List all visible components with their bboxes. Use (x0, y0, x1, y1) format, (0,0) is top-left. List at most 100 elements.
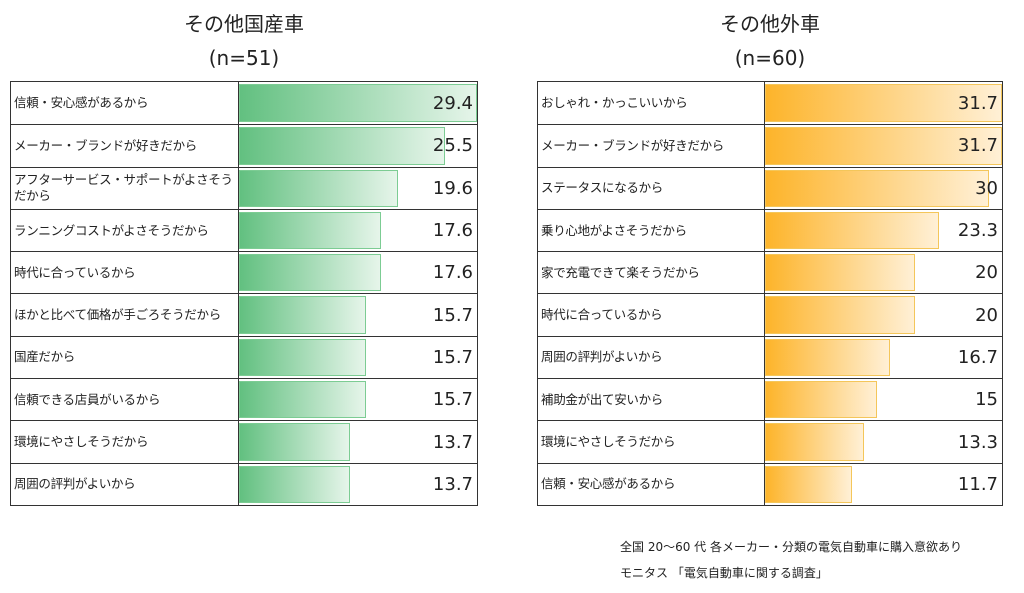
data-label: 30 (975, 177, 998, 199)
bar-cell: 15.7 (239, 379, 477, 420)
table-row: 補助金が出て安いから 15 (538, 378, 1002, 421)
category-label: 家で充電できて楽そうだから (538, 252, 765, 294)
category-label: 周囲の評判がよいから (11, 463, 239, 505)
table-row: 時代に合っているから 17.6 (11, 251, 477, 294)
data-label: 20 (975, 262, 998, 284)
table-row: アフターサービス・サポートがよさそうだから 19.6 (11, 166, 477, 209)
category-label: メーカー・ブランドが好きだから (538, 125, 765, 167)
chart-title: その他外車 (720, 12, 820, 36)
source-note-2: モニタス 「電気自動車に関する調査」 (620, 566, 828, 580)
data-label: 15 (975, 389, 998, 411)
category-label: アフターサービス・サポートがよさそうだから (11, 167, 239, 209)
bar (765, 169, 990, 207)
category-label: 周囲の評判がよいから (538, 336, 765, 379)
bar-table: 信頼・安心感があるから 29.4 メーカー・ブランドが好きだから 25.5 アフターサー… (10, 81, 478, 506)
data-label: 13.3 (957, 431, 998, 453)
bar-cell: 15.7 (239, 337, 477, 378)
data-label: 13.7 (432, 431, 473, 453)
table-row: ステータスになるから 30 (538, 166, 1002, 209)
bar-cell: 25.5 (239, 125, 477, 166)
bar-cell: 30 (765, 168, 1002, 209)
bar-cell: 20 (765, 294, 1002, 335)
data-label: 17.6 (432, 220, 473, 242)
category-label: 環境にやさしそうだから (538, 421, 765, 463)
bar (239, 127, 446, 165)
chart-subtitle: (n=51) (208, 46, 280, 70)
bar (765, 296, 915, 334)
bar-cell: 31.7 (765, 82, 1002, 124)
bar-cell: 23.3 (765, 210, 1002, 251)
chart-subtitle: (n=60) (734, 46, 806, 70)
bar-table: おしゃれ・かっこいいから 31.7 メーカー・ブランドが好きだから 31.7 ステータス… (537, 81, 1003, 506)
bar (765, 423, 865, 461)
data-label: 23.3 (957, 220, 998, 242)
data-label: 16.7 (957, 346, 998, 368)
table-row: 周囲の評判がよいから 13.7 (11, 462, 477, 505)
chart-domestic-other: その他国産車 (n=51) 信頼・安心感があるから 29.4 メーカー・ブランドが好… (10, 0, 478, 506)
table-row: メーカー・ブランドが好きだから 31.7 (538, 124, 1002, 167)
category-label: ランニングコストがよさそうだから (11, 209, 239, 252)
table-row: 周囲の評判がよいから 16.7 (538, 335, 1002, 379)
table-row: 信頼できる店員がいるから 15.7 (11, 378, 477, 421)
bar (765, 211, 940, 250)
bar-cell: 15.7 (239, 294, 477, 335)
table-row: 国産だから 15.7 (11, 335, 477, 379)
bar-cell: 13.7 (239, 464, 477, 505)
table-row: 時代に合っているから 20 (538, 293, 1002, 336)
category-label: 信頼・安心感があるから (538, 463, 765, 505)
bar (239, 465, 350, 503)
chart-foreign-other: その他外車 (n=60) おしゃれ・かっこいいから 31.7 メーカー・ブランドが好… (537, 0, 1003, 506)
source-note-1: 全国 20～60 代 各メーカー・分類の電気自動車に購入意欲あり (620, 540, 962, 554)
category-label: 乗り心地がよさそうだから (538, 209, 765, 252)
table-row: 家で充電できて楽そうだから 20 (538, 251, 1002, 294)
category-label: 補助金が出て安いから (538, 379, 765, 421)
bar (239, 84, 477, 123)
bar-cell: 17.6 (239, 252, 477, 293)
bar (239, 423, 350, 461)
category-label: 環境にやさしそうだから (11, 421, 239, 463)
data-label: 15.7 (432, 304, 473, 326)
data-label: 20 (975, 304, 998, 326)
category-label: 信頼できる店員がいるから (11, 379, 239, 421)
bar (765, 381, 878, 419)
bar-cell: 15 (765, 379, 1002, 420)
bar-cell: 17.6 (239, 210, 477, 251)
bar-cell: 20 (765, 252, 1002, 293)
table-row: おしゃれ・かっこいいから 31.7 (538, 82, 1002, 125)
category-label: 時代に合っているから (538, 294, 765, 336)
bar (239, 254, 382, 292)
bar-cell: 19.6 (239, 168, 477, 209)
data-label: 11.7 (957, 473, 998, 495)
bar-cell: 13.3 (765, 421, 1002, 462)
category-label: メーカー・ブランドが好きだから (11, 125, 239, 167)
table-row: 環境にやさしそうだから 13.3 (538, 420, 1002, 463)
category-label: 国産だから (11, 336, 239, 379)
bar (765, 465, 853, 503)
bar (239, 381, 367, 419)
table-row: ほかと比べて価格が手ごろそうだから 15.7 (11, 293, 477, 336)
bar-cell: 11.7 (765, 464, 1002, 505)
table-row: ランニングコストがよさそうだから 17.6 (11, 208, 477, 252)
bar (239, 338, 367, 377)
chart-title: その他国産車 (184, 12, 304, 36)
bar (765, 127, 1002, 165)
bar (765, 254, 915, 292)
table-row: 信頼・安心感があるから 29.4 (11, 82, 477, 125)
category-label: 信頼・安心感があるから (11, 82, 239, 125)
category-label: 時代に合っているから (11, 252, 239, 294)
category-label: ほかと比べて価格が手ごろそうだから (11, 294, 239, 336)
data-label: 31.7 (957, 92, 998, 114)
bar-cell: 29.4 (239, 82, 477, 124)
bar (239, 296, 367, 334)
bar (239, 169, 398, 207)
data-label: 25.5 (432, 135, 473, 157)
data-label: 17.6 (432, 262, 473, 284)
bar (765, 338, 890, 377)
bar-cell: 16.7 (765, 337, 1002, 378)
table-row: 環境にやさしそうだから 13.7 (11, 420, 477, 463)
data-label: 31.7 (957, 135, 998, 157)
category-label: おしゃれ・かっこいいから (538, 82, 765, 125)
bar-cell: 31.7 (765, 125, 1002, 166)
table-row: 信頼・安心感があるから 11.7 (538, 462, 1002, 505)
category-label: ステータスになるから (538, 167, 765, 209)
